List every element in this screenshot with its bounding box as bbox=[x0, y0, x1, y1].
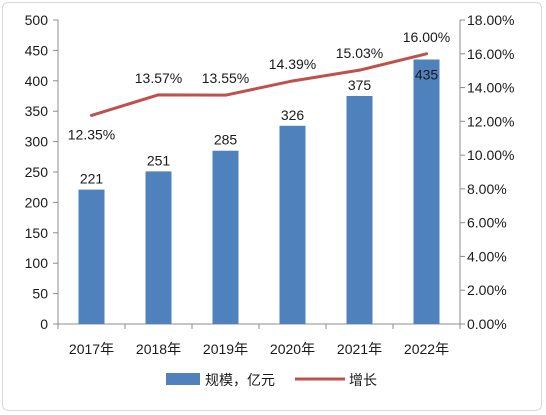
legend-bar-label: 规模，亿元 bbox=[205, 373, 275, 389]
growth-line bbox=[90, 52, 428, 117]
x-tick-label: 2019年 bbox=[203, 341, 248, 357]
bar-value-label: 435 bbox=[415, 67, 439, 83]
y-left-tick-label: 150 bbox=[25, 225, 49, 241]
x-tick-label: 2020年 bbox=[270, 341, 315, 357]
data-labels: 221 251 285 326 375 435 12.35% 13.57% 13.55% 14.3… bbox=[68, 29, 450, 187]
bar bbox=[145, 171, 172, 324]
x-tick-label: 2018年 bbox=[136, 341, 181, 357]
y-right-tick-label: 2.00% bbox=[467, 282, 507, 298]
bar bbox=[346, 96, 373, 324]
line-point bbox=[425, 52, 428, 56]
bar bbox=[78, 189, 105, 324]
axes: 0 50 100 150 200 250 300 350 400 450 500 0.00% 2.00%… bbox=[25, 12, 515, 357]
y-right-tick-label: 6.00% bbox=[467, 215, 507, 231]
bar-value-label: 375 bbox=[348, 77, 372, 93]
bar bbox=[212, 150, 239, 324]
y-left-tick-label: 450 bbox=[25, 42, 49, 58]
line-value-label: 13.55% bbox=[202, 70, 249, 86]
y-right-tick-label: 16.00% bbox=[467, 46, 514, 62]
y-left-tick-label: 0 bbox=[40, 316, 48, 332]
y-right-tick-label: 14.00% bbox=[467, 80, 514, 96]
line-value-label: 15.03% bbox=[336, 45, 383, 61]
line-value-label: 12.35% bbox=[68, 126, 115, 142]
y-left-tick-label: 350 bbox=[25, 103, 49, 119]
y-left-tick-label: 500 bbox=[25, 12, 49, 28]
line-point bbox=[224, 93, 227, 97]
bars bbox=[78, 59, 440, 325]
y-right-tick-label: 0.00% bbox=[467, 316, 507, 332]
bar-value-label: 326 bbox=[281, 107, 305, 123]
line-point bbox=[157, 93, 160, 97]
line-point bbox=[90, 113, 93, 117]
bar bbox=[279, 125, 306, 325]
y-left-tick-label: 200 bbox=[25, 194, 49, 210]
legend: 规模，亿元 增长 bbox=[166, 373, 377, 389]
y-right-tick-label: 8.00% bbox=[467, 181, 507, 197]
bar bbox=[413, 59, 440, 325]
y-left-tick-label: 50 bbox=[32, 286, 48, 302]
y-right-tick-label: 12.00% bbox=[467, 113, 514, 129]
x-tick-label: 2021年 bbox=[337, 341, 382, 357]
line-point bbox=[291, 79, 294, 83]
line-value-label: 13.57% bbox=[135, 70, 182, 86]
y-right-tick-label: 10.00% bbox=[467, 147, 514, 163]
growth-line-path bbox=[91, 52, 427, 117]
y-left-tick-label: 300 bbox=[25, 134, 49, 150]
line-point bbox=[358, 68, 361, 72]
bar-value-label: 221 bbox=[80, 171, 104, 187]
line-value-label: 14.39% bbox=[269, 56, 316, 72]
y-right-tick-label: 18.00% bbox=[467, 12, 514, 28]
x-tick-label: 2017年 bbox=[69, 341, 114, 357]
bar-value-label: 285 bbox=[214, 132, 238, 148]
legend-line-label: 增长 bbox=[349, 373, 377, 389]
line-value-label: 16.00% bbox=[403, 29, 450, 45]
legend-bar-swatch bbox=[166, 373, 200, 385]
y-right-tick-label: 4.00% bbox=[467, 248, 507, 264]
x-tick-label: 2022年 bbox=[404, 341, 449, 357]
y-left-tick-label: 100 bbox=[25, 255, 49, 271]
y-left-tick-label: 400 bbox=[25, 73, 49, 89]
y-left-tick-label: 250 bbox=[25, 164, 49, 180]
bar-value-label: 251 bbox=[147, 152, 171, 168]
